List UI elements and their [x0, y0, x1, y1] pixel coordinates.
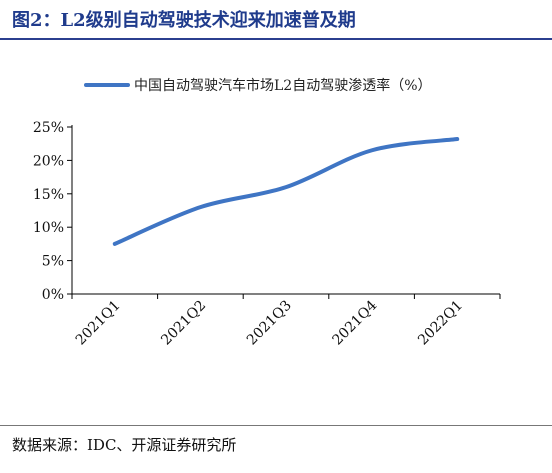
y-tick-label: 0%: [42, 287, 64, 303]
y-tick-label: 5%: [42, 254, 64, 270]
x-tick-label: 2021Q3: [244, 298, 295, 349]
x-tick-label: 2021Q2: [158, 298, 209, 349]
legend-label: 中国自动驾驶汽车市场L2自动驾驶渗透率（%）: [134, 77, 432, 94]
y-axis: 0% 5% 10% 15% 20% 25%: [33, 120, 73, 303]
x-axis: 2021Q1 2021Q2 2021Q3 2021Q4 2022Q1: [71, 293, 501, 349]
source-bar: 数据来源：IDC、开源证券研究所: [0, 425, 552, 473]
y-tick-label: 10%: [33, 220, 64, 236]
y-tick-label: 20%: [33, 153, 64, 169]
chart-container: 中国自动驾驶汽车市场L2自动驾驶渗透率（%） 0% 5% 10% 15% 20% 25% …: [0, 40, 552, 425]
line-chart: 中国自动驾驶汽车市场L2自动驾驶渗透率（%） 0%5%10%15%20%25% …: [33, 77, 501, 349]
series-layer: [112, 137, 460, 246]
y-tick-label: 15%: [33, 187, 64, 203]
series-line: [112, 137, 460, 246]
x-tick-label: 2021Q4: [330, 297, 381, 348]
figure-title-bar: 图2：L2级别自动驾驶技术迎来加速普及期: [0, 0, 552, 40]
source-note: 数据来源：IDC、开源证券研究所: [12, 436, 237, 454]
x-tick-label: 2021Q1: [73, 298, 124, 349]
figure-title: 图2：L2级别自动驾驶技术迎来加速普及期: [12, 10, 356, 31]
chart-legend: 中国自动驾驶汽车市场L2自动驾驶渗透率（%）: [84, 77, 432, 94]
y-tick-label: 25%: [33, 120, 64, 136]
x-tick-label: 2022Q1: [415, 298, 466, 349]
